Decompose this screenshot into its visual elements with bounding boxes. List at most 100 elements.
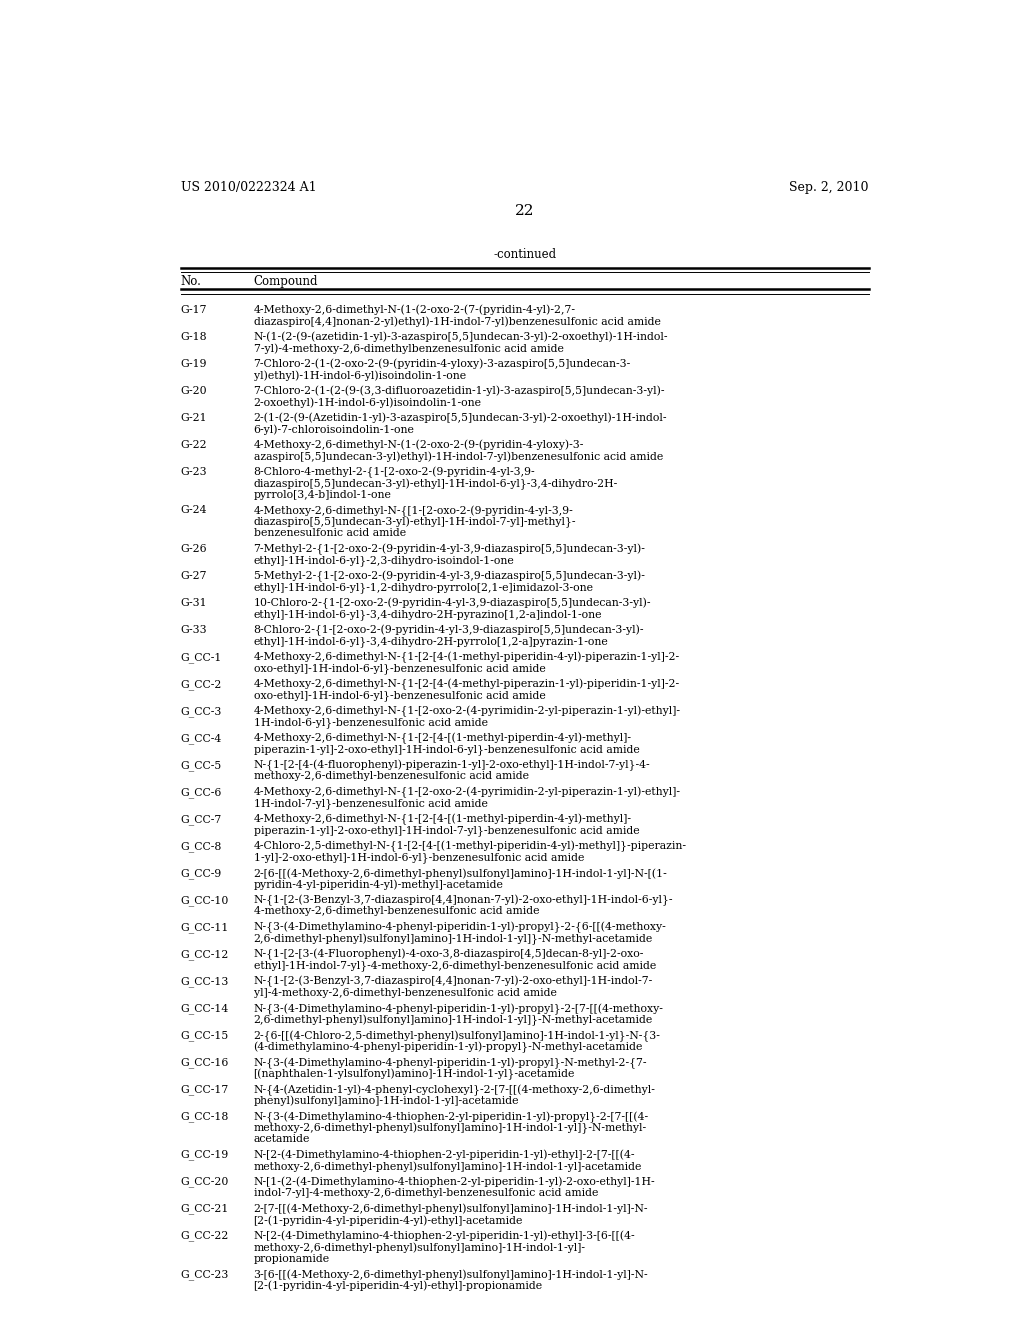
Text: G_CC-16: G_CC-16 (180, 1057, 229, 1068)
Text: No.: No. (180, 275, 202, 288)
Text: piperazin-1-yl]-2-oxo-ethyl]-1H-indol-6-yl}-benzenesulfonic acid amide: piperazin-1-yl]-2-oxo-ethyl]-1H-indol-6-… (254, 744, 639, 755)
Text: 7-Chloro-2-(1-(2-(9-(3,3-difluoroazetidin-1-yl)-3-azaspiro[5,5]undecan-3-yl)-: 7-Chloro-2-(1-(2-(9-(3,3-difluoroazetidi… (254, 385, 665, 396)
Text: G-22: G-22 (180, 440, 207, 450)
Text: 1H-indol-7-yl}-benzenesulfonic acid amide: 1H-indol-7-yl}-benzenesulfonic acid amid… (254, 799, 487, 809)
Text: G_CC-7: G_CC-7 (180, 814, 222, 825)
Text: propionamide: propionamide (254, 1254, 330, 1263)
Text: 8-Chloro-4-methyl-2-{1-[2-oxo-2-(9-pyridin-4-yl-3,9-: 8-Chloro-4-methyl-2-{1-[2-oxo-2-(9-pyrid… (254, 467, 536, 478)
Text: 10-Chloro-2-{1-[2-oxo-2-(9-pyridin-4-yl-3,9-diazaspiro[5,5]undecan-3-yl)-: 10-Chloro-2-{1-[2-oxo-2-(9-pyridin-4-yl-… (254, 598, 651, 609)
Text: 2,6-dimethyl-phenyl)sulfonyl]amino]-1H-indol-1-yl]}-N-methyl-acetamide: 2,6-dimethyl-phenyl)sulfonyl]amino]-1H-i… (254, 933, 653, 945)
Text: 7-yl)-4-methoxy-2,6-dimethylbenzenesulfonic acid amide: 7-yl)-4-methoxy-2,6-dimethylbenzenesulfo… (254, 343, 563, 354)
Text: N-{3-(4-Dimethylamino-4-phenyl-piperidin-1-yl)-propyl}-2-{6-[[(4-methoxy-: N-{3-(4-Dimethylamino-4-phenyl-piperidin… (254, 923, 667, 933)
Text: G-33: G-33 (180, 624, 207, 635)
Text: N-{1-[2-[3-(4-Fluorophenyl)-4-oxo-3,8-diazaspiro[4,5]decan-8-yl]-2-oxo-: N-{1-[2-[3-(4-Fluorophenyl)-4-oxo-3,8-di… (254, 949, 644, 961)
Text: G_CC-23: G_CC-23 (180, 1270, 229, 1280)
Text: 2,6-dimethyl-phenyl)sulfonyl]amino]-1H-indol-1-yl]}-N-methyl-acetamide: 2,6-dimethyl-phenyl)sulfonyl]amino]-1H-i… (254, 1015, 653, 1026)
Text: N-[2-(4-Dimethylamino-4-thiophen-2-yl-piperidin-1-yl)-ethyl]-3-[6-[[(4-: N-[2-(4-Dimethylamino-4-thiophen-2-yl-pi… (254, 1230, 635, 1241)
Text: N-{3-(4-Dimethylamino-4-phenyl-piperidin-1-yl)-propyl}-N-methyl-2-{7-: N-{3-(4-Dimethylamino-4-phenyl-piperidin… (254, 1057, 647, 1069)
Text: G_CC-17: G_CC-17 (180, 1084, 229, 1096)
Text: 1-yl]-2-oxo-ethyl]-1H-indol-6-yl}-benzenesulfonic acid amide: 1-yl]-2-oxo-ethyl]-1H-indol-6-yl}-benzen… (254, 853, 584, 863)
Text: acetamide: acetamide (254, 1134, 310, 1144)
Text: G_CC-4: G_CC-4 (180, 733, 222, 743)
Text: ethyl]-1H-indol-7-yl}-4-methoxy-2,6-dimethyl-benzenesulfonic acid amide: ethyl]-1H-indol-7-yl}-4-methoxy-2,6-dime… (254, 961, 655, 972)
Text: ethyl]-1H-indol-6-yl}-3,4-dihydro-2H-pyrazino[1,2-a]indol-1-one: ethyl]-1H-indol-6-yl}-3,4-dihydro-2H-pyr… (254, 609, 602, 620)
Text: 4-Chloro-2,5-dimethyl-N-{1-[2-[4-[(1-methyl-piperidin-4-yl)-methyl]}-piperazin-: 4-Chloro-2,5-dimethyl-N-{1-[2-[4-[(1-met… (254, 841, 686, 853)
Text: 2-(1-(2-(9-(Azetidin-1-yl)-3-azaspiro[5,5]undecan-3-yl)-2-oxoethyl)-1H-indol-: 2-(1-(2-(9-(Azetidin-1-yl)-3-azaspiro[5,… (254, 413, 667, 424)
Text: 7-Methyl-2-{1-[2-oxo-2-(9-pyridin-4-yl-3,9-diazaspiro[5,5]undecan-3-yl)-: 7-Methyl-2-{1-[2-oxo-2-(9-pyridin-4-yl-3… (254, 544, 645, 554)
Text: G_CC-13: G_CC-13 (180, 975, 229, 987)
Text: diazaspiro[5,5]undecan-3-yl)-ethyl]-1H-indol-7-yl]-methyl}-: diazaspiro[5,5]undecan-3-yl)-ethyl]-1H-i… (254, 516, 577, 528)
Text: ethyl]-1H-indol-6-yl}-1,2-dihydro-pyrrolo[2,1-e]imidazol-3-one: ethyl]-1H-indol-6-yl}-1,2-dihydro-pyrrol… (254, 582, 594, 593)
Text: 4-Methoxy-2,6-dimethyl-N-{1-[2-[4-[(1-methyl-piperdin-4-yl)-methyl]-: 4-Methoxy-2,6-dimethyl-N-{1-[2-[4-[(1-me… (254, 814, 632, 825)
Text: G-27: G-27 (180, 570, 207, 581)
Text: G_CC-20: G_CC-20 (180, 1176, 229, 1188)
Text: 4-methoxy-2,6-dimethyl-benzenesulfonic acid amide: 4-methoxy-2,6-dimethyl-benzenesulfonic a… (254, 907, 539, 916)
Text: G_CC-22: G_CC-22 (180, 1230, 229, 1242)
Text: indol-7-yl]-4-methoxy-2,6-dimethyl-benzenesulfonic acid amide: indol-7-yl]-4-methoxy-2,6-dimethyl-benze… (254, 1188, 598, 1199)
Text: N-{1-[2-(3-Benzyl-3,7-diazaspiro[4,4]nonan-7-yl)-2-oxo-ethyl]-1H-indol-6-yl}-: N-{1-[2-(3-Benzyl-3,7-diazaspiro[4,4]non… (254, 895, 673, 907)
Text: G-24: G-24 (180, 506, 207, 515)
Text: diazaspiro[4,4]nonan-2-yl)ethyl)-1H-indol-7-yl)benzenesulfonic acid amide: diazaspiro[4,4]nonan-2-yl)ethyl)-1H-indo… (254, 315, 660, 326)
Text: 7-Chloro-2-(1-(2-oxo-2-(9-(pyridin-4-yloxy)-3-azaspiro[5,5]undecan-3-: 7-Chloro-2-(1-(2-oxo-2-(9-(pyridin-4-ylo… (254, 359, 631, 370)
Text: N-[1-(2-(4-Dimethylamino-4-thiophen-2-yl-piperidin-1-yl)-2-oxo-ethyl]-1H-: N-[1-(2-(4-Dimethylamino-4-thiophen-2-yl… (254, 1176, 655, 1187)
Text: oxo-ethyl]-1H-indol-6-yl}-benzenesulfonic acid amide: oxo-ethyl]-1H-indol-6-yl}-benzenesulfoni… (254, 690, 546, 701)
Text: G_CC-10: G_CC-10 (180, 895, 229, 906)
Text: 6-yl)-7-chloroisoindolin-1-one: 6-yl)-7-chloroisoindolin-1-one (254, 424, 415, 434)
Text: methoxy-2,6-dimethyl-phenyl)sulfonyl]amino]-1H-indol-1-yl]-acetamide: methoxy-2,6-dimethyl-phenyl)sulfonyl]ami… (254, 1162, 642, 1172)
Text: N-{1-[2-(3-Benzyl-3,7-diazaspiro[4,4]nonan-7-yl)-2-oxo-ethyl]-1H-indol-7-: N-{1-[2-(3-Benzyl-3,7-diazaspiro[4,4]non… (254, 975, 653, 987)
Text: G_CC-1: G_CC-1 (180, 652, 222, 663)
Text: G-19: G-19 (180, 359, 207, 368)
Text: G-31: G-31 (180, 598, 207, 607)
Text: G-18: G-18 (180, 331, 207, 342)
Text: G_CC-18: G_CC-18 (180, 1111, 229, 1122)
Text: (4-dimethylamino-4-phenyl-piperidin-1-yl)-propyl}-N-methyl-acetamide: (4-dimethylamino-4-phenyl-piperidin-1-yl… (254, 1041, 643, 1053)
Text: 4-Methoxy-2,6-dimethyl-N-(1-(2-oxo-2-(7-(pyridin-4-yl)-2,7-: 4-Methoxy-2,6-dimethyl-N-(1-(2-oxo-2-(7-… (254, 305, 575, 315)
Text: ethyl]-1H-indol-6-yl}-2,3-dihydro-isoindol-1-one: ethyl]-1H-indol-6-yl}-2,3-dihydro-isoind… (254, 556, 514, 566)
Text: G_CC-5: G_CC-5 (180, 760, 222, 771)
Text: G_CC-19: G_CC-19 (180, 1150, 229, 1160)
Text: 4-Methoxy-2,6-dimethyl-N-{1-[2-oxo-2-(4-pyrimidin-2-yl-piperazin-1-yl)-ethyl]-: 4-Methoxy-2,6-dimethyl-N-{1-[2-oxo-2-(4-… (254, 706, 681, 717)
Text: piperazin-1-yl]-2-oxo-ethyl]-1H-indol-7-yl}-benzenesulfonic acid amide: piperazin-1-yl]-2-oxo-ethyl]-1H-indol-7-… (254, 825, 639, 836)
Text: ethyl]-1H-indol-6-yl}-3,4-dihydro-2H-pyrrolo[1,2-a]pyrazin-1-one: ethyl]-1H-indol-6-yl}-3,4-dihydro-2H-pyr… (254, 636, 608, 647)
Text: 4-Methoxy-2,6-dimethyl-N-{1-[2-[4-(4-methyl-piperazin-1-yl)-piperidin-1-yl]-2-: 4-Methoxy-2,6-dimethyl-N-{1-[2-[4-(4-met… (254, 678, 680, 690)
Text: [(naphthalen-1-ylsulfonyl)amino]-1H-indol-1-yl}-acetamide: [(naphthalen-1-ylsulfonyl)amino]-1H-indo… (254, 1069, 574, 1080)
Text: G-17: G-17 (180, 305, 207, 314)
Text: yl]-4-methoxy-2,6-dimethyl-benzenesulfonic acid amide: yl]-4-methoxy-2,6-dimethyl-benzenesulfon… (254, 987, 556, 998)
Text: methoxy-2,6-dimethyl-phenyl)sulfonyl]amino]-1H-indol-1-yl]-: methoxy-2,6-dimethyl-phenyl)sulfonyl]ami… (254, 1242, 586, 1253)
Text: 4-Methoxy-2,6-dimethyl-N-{1-[2-oxo-2-(4-pyrimidin-2-yl-piperazin-1-yl)-ethyl]-: 4-Methoxy-2,6-dimethyl-N-{1-[2-oxo-2-(4-… (254, 787, 681, 799)
Text: G-23: G-23 (180, 467, 207, 477)
Text: 4-Methoxy-2,6-dimethyl-N-{1-[2-[4-[(1-methyl-piperdin-4-yl)-methyl]-: 4-Methoxy-2,6-dimethyl-N-{1-[2-[4-[(1-me… (254, 733, 632, 744)
Text: 1H-indol-6-yl}-benzenesulfonic acid amide: 1H-indol-6-yl}-benzenesulfonic acid amid… (254, 717, 487, 729)
Text: G-20: G-20 (180, 385, 207, 396)
Text: N-{3-(4-Dimethylamino-4-thiophen-2-yl-piperidin-1-yl)-propyl}-2-[7-[[(4-: N-{3-(4-Dimethylamino-4-thiophen-2-yl-pi… (254, 1111, 648, 1122)
Text: azaspiro[5,5]undecan-3-yl)ethyl)-1H-indol-7-yl)benzenesulfonic acid amide: azaspiro[5,5]undecan-3-yl)ethyl)-1H-indo… (254, 451, 663, 462)
Text: pyridin-4-yl-piperidin-4-yl)-methyl]-acetamide: pyridin-4-yl-piperidin-4-yl)-methyl]-ace… (254, 879, 504, 890)
Text: G_CC-9: G_CC-9 (180, 869, 222, 879)
Text: benzenesulfonic acid amide: benzenesulfonic acid amide (254, 528, 406, 539)
Text: G_CC-12: G_CC-12 (180, 949, 229, 960)
Text: G_CC-8: G_CC-8 (180, 841, 222, 851)
Text: N-{4-(Azetidin-1-yl)-4-phenyl-cyclohexyl}-2-[7-[[(4-methoxy-2,6-dimethyl-: N-{4-(Azetidin-1-yl)-4-phenyl-cyclohexyl… (254, 1084, 655, 1096)
Text: N-[2-(4-Dimethylamino-4-thiophen-2-yl-piperidin-1-yl)-ethyl]-2-[7-[[(4-: N-[2-(4-Dimethylamino-4-thiophen-2-yl-pi… (254, 1150, 635, 1160)
Text: phenyl)sulfonyl]amino]-1H-indol-1-yl]-acetamide: phenyl)sulfonyl]amino]-1H-indol-1-yl]-ac… (254, 1096, 519, 1106)
Text: N-(1-(2-(9-(azetidin-1-yl)-3-azaspiro[5,5]undecan-3-yl)-2-oxoethyl)-1H-indol-: N-(1-(2-(9-(azetidin-1-yl)-3-azaspiro[5,… (254, 331, 668, 342)
Text: Sep. 2, 2010: Sep. 2, 2010 (790, 181, 869, 194)
Text: N-{3-(4-Dimethylamino-4-phenyl-piperidin-1-yl)-propyl}-2-[7-[[(4-methoxy-: N-{3-(4-Dimethylamino-4-phenyl-piperidin… (254, 1003, 664, 1015)
Text: G_CC-21: G_CC-21 (180, 1204, 229, 1214)
Text: G_CC-11: G_CC-11 (180, 923, 229, 933)
Text: [2-(1-pyridin-4-yl-piperidin-4-yl)-ethyl]-propionamide: [2-(1-pyridin-4-yl-piperidin-4-yl)-ethyl… (254, 1280, 543, 1291)
Text: G_CC-3: G_CC-3 (180, 706, 222, 717)
Text: -continued: -continued (494, 248, 556, 261)
Text: methoxy-2,6-dimethyl-benzenesulfonic acid amide: methoxy-2,6-dimethyl-benzenesulfonic aci… (254, 771, 528, 781)
Text: Compound: Compound (254, 275, 318, 288)
Text: 2-oxoethyl)-1H-indol-6-yl)isoindolin-1-one: 2-oxoethyl)-1H-indol-6-yl)isoindolin-1-o… (254, 397, 481, 408)
Text: oxo-ethyl]-1H-indol-6-yl}-benzenesulfonic acid amide: oxo-ethyl]-1H-indol-6-yl}-benzenesulfoni… (254, 663, 546, 675)
Text: G_CC-2: G_CC-2 (180, 678, 222, 689)
Text: methoxy-2,6-dimethyl-phenyl)sulfonyl]amino]-1H-indol-1-yl]}-N-methyl-: methoxy-2,6-dimethyl-phenyl)sulfonyl]ami… (254, 1123, 647, 1134)
Text: G-26: G-26 (180, 544, 207, 553)
Text: 2-[7-[[(4-Methoxy-2,6-dimethyl-phenyl)sulfonyl]amino]-1H-indol-1-yl]-N-: 2-[7-[[(4-Methoxy-2,6-dimethyl-phenyl)su… (254, 1204, 648, 1214)
Text: 4-Methoxy-2,6-dimethyl-N-{1-[2-[4-(1-methyl-piperidin-4-yl)-piperazin-1-yl]-2-: 4-Methoxy-2,6-dimethyl-N-{1-[2-[4-(1-met… (254, 652, 680, 663)
Text: G_CC-15: G_CC-15 (180, 1030, 229, 1041)
Text: US 2010/0222324 A1: US 2010/0222324 A1 (180, 181, 316, 194)
Text: 2-[6-[[(4-Methoxy-2,6-dimethyl-phenyl)sulfonyl]amino]-1H-indol-1-yl]-N-[(1-: 2-[6-[[(4-Methoxy-2,6-dimethyl-phenyl)su… (254, 869, 668, 879)
